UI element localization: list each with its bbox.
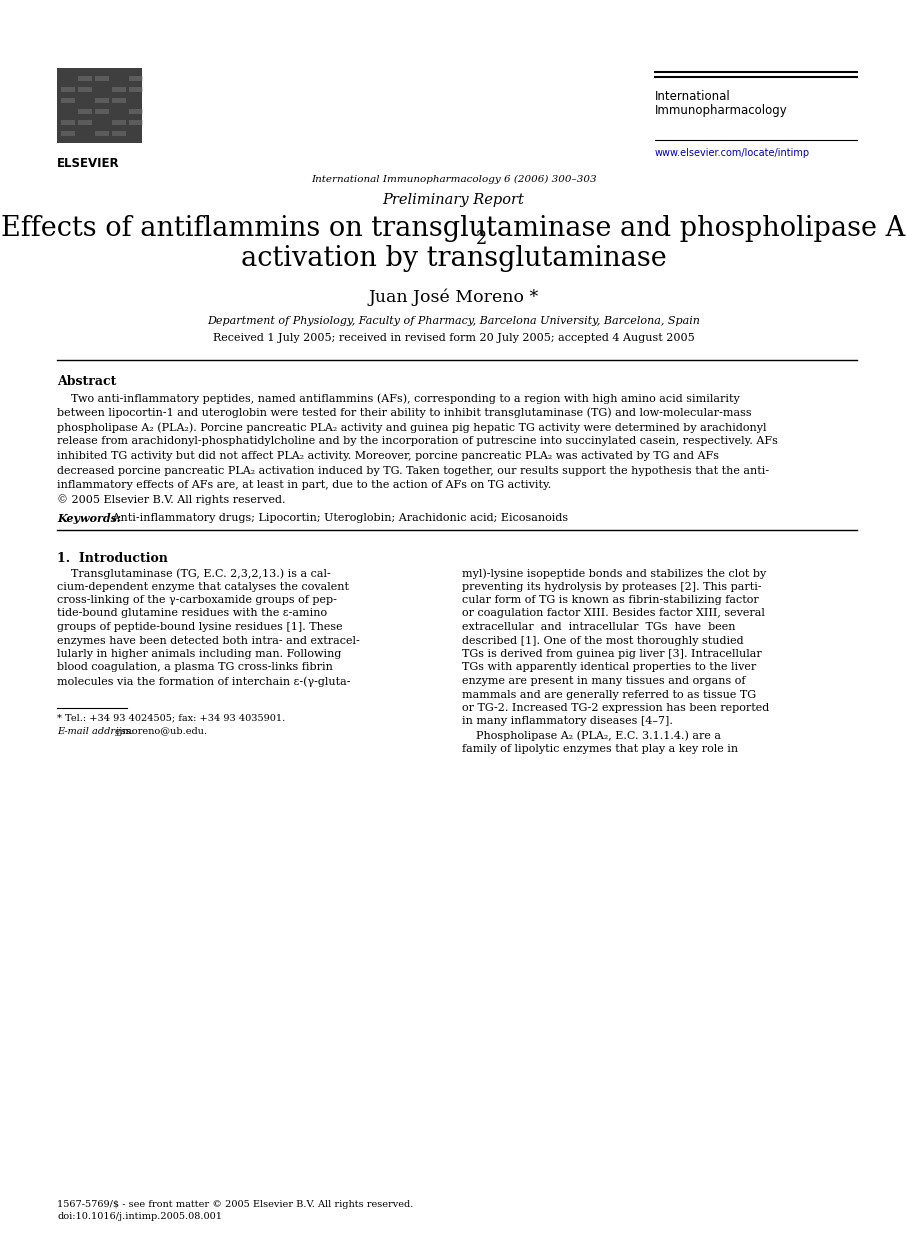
Text: mammals and are generally referred to as tissue TG: mammals and are generally referred to as…: [462, 690, 756, 699]
Text: Anti-inflammatory drugs; Lipocortin; Uteroglobin; Arachidonic acid; Eicosanoids: Anti-inflammatory drugs; Lipocortin; Ute…: [109, 513, 568, 522]
Text: between lipocortin-1 and uteroglobin were tested for their ability to inhibit tr: between lipocortin-1 and uteroglobin wer…: [57, 407, 752, 418]
Text: inhibited TG activity but did not affect PLA₂ activity. Moreover, porcine pancre: inhibited TG activity but did not affect…: [57, 451, 719, 461]
Text: phospholipase A₂ (PLA₂). Porcine pancreatic PLA₂ activity and guinea pig hepatic: phospholipase A₂ (PLA₂). Porcine pancrea…: [57, 422, 766, 432]
Text: jjmoreno@ub.edu.: jjmoreno@ub.edu.: [113, 727, 207, 735]
Bar: [130, 109, 143, 114]
Bar: [61, 120, 75, 125]
Text: Transglutaminase (TG, E.C. 2,3,2,13.) is a cal-: Transglutaminase (TG, E.C. 2,3,2,13.) is…: [57, 568, 331, 578]
Bar: [78, 87, 93, 92]
Text: TGs with apparently identical properties to the liver: TGs with apparently identical properties…: [462, 662, 756, 672]
Text: Two anti-inflammatory peptides, named antiflammins (AFs), corresponding to a reg: Two anti-inflammatory peptides, named an…: [57, 392, 740, 404]
Bar: [61, 130, 75, 135]
Text: Preliminary Report: Preliminary Report: [383, 193, 524, 207]
Bar: [112, 120, 126, 125]
Text: preventing its hydrolysis by proteases [2]. This parti-: preventing its hydrolysis by proteases […: [462, 582, 762, 592]
Bar: [95, 130, 109, 135]
Text: 1567-5769/$ - see front matter © 2005 Elsevier B.V. All rights reserved.: 1567-5769/$ - see front matter © 2005 El…: [57, 1200, 414, 1210]
Text: enzymes have been detected both intra- and extracel-: enzymes have been detected both intra- a…: [57, 635, 360, 645]
Text: extracellular  and  intracellular  TGs  have  been: extracellular and intracellular TGs have…: [462, 621, 736, 633]
Bar: [112, 98, 126, 103]
Text: Keywords:: Keywords:: [57, 513, 121, 524]
Bar: [61, 87, 75, 92]
Text: 1.  Introduction: 1. Introduction: [57, 552, 168, 565]
Text: cular form of TG is known as fibrin-stabilizing factor: cular form of TG is known as fibrin-stab…: [462, 595, 759, 605]
Text: enzyme are present in many tissues and organs of: enzyme are present in many tissues and o…: [462, 676, 746, 686]
Text: Abstract: Abstract: [57, 375, 116, 387]
Text: Phospholipase A₂ (PLA₂, E.C. 3.1.1.4.) are a: Phospholipase A₂ (PLA₂, E.C. 3.1.1.4.) a…: [462, 730, 721, 740]
Bar: [61, 98, 75, 103]
Bar: [78, 76, 93, 80]
Bar: [130, 87, 143, 92]
Bar: [95, 109, 109, 114]
Text: www.elsevier.com/locate/intimp: www.elsevier.com/locate/intimp: [655, 149, 810, 158]
Text: blood coagulation, a plasma TG cross-links fibrin: blood coagulation, a plasma TG cross-lin…: [57, 662, 333, 672]
Text: International Immunopharmacology 6 (2006) 300–303: International Immunopharmacology 6 (2006…: [311, 175, 596, 184]
Text: TGs is derived from guinea pig liver [3]. Intracellular: TGs is derived from guinea pig liver [3]…: [462, 649, 762, 659]
Bar: [57, 68, 142, 144]
Text: Effects of antiflammins on transglutaminase and phospholipase A: Effects of antiflammins on transglutamin…: [2, 215, 905, 241]
Bar: [112, 87, 126, 92]
Text: cium-dependent enzyme that catalyses the covalent: cium-dependent enzyme that catalyses the…: [57, 582, 349, 592]
Text: Department of Physiology, Faculty of Pharmacy, Barcelona University, Barcelona, : Department of Physiology, Faculty of Pha…: [207, 316, 700, 326]
Text: © 2005 Elsevier B.V. All rights reserved.: © 2005 Elsevier B.V. All rights reserved…: [57, 494, 286, 505]
Bar: [78, 109, 93, 114]
Bar: [95, 76, 109, 80]
Text: or coagulation factor XIII. Besides factor XIII, several: or coagulation factor XIII. Besides fact…: [462, 609, 765, 619]
Text: activation by transglutaminase: activation by transglutaminase: [240, 245, 667, 272]
Text: tide-bound glutamine residues with the ε-amino: tide-bound glutamine residues with the ε…: [57, 609, 327, 619]
Text: decreased porcine pancreatic PLA₂ activation induced by TG. Taken together, our : decreased porcine pancreatic PLA₂ activa…: [57, 465, 769, 475]
Text: or TG-2. Increased TG-2 expression has been reported: or TG-2. Increased TG-2 expression has b…: [462, 703, 769, 713]
Text: Immunopharmacology: Immunopharmacology: [655, 104, 788, 118]
Text: 2: 2: [476, 230, 487, 248]
Bar: [112, 130, 126, 135]
Text: doi:10.1016/j.intimp.2005.08.001: doi:10.1016/j.intimp.2005.08.001: [57, 1212, 222, 1221]
Text: cross-linking of the γ-carboxamide groups of pep-: cross-linking of the γ-carboxamide group…: [57, 595, 336, 605]
Text: in many inflammatory diseases [4–7].: in many inflammatory diseases [4–7].: [462, 717, 673, 727]
Text: International: International: [655, 90, 731, 103]
Bar: [78, 120, 93, 125]
Text: groups of peptide-bound lysine residues [1]. These: groups of peptide-bound lysine residues …: [57, 621, 343, 633]
Text: molecules via the formation of interchain ε-(γ-gluta-: molecules via the formation of interchai…: [57, 676, 350, 687]
Text: * Tel.: +34 93 4024505; fax: +34 93 4035901.: * Tel.: +34 93 4024505; fax: +34 93 4035…: [57, 713, 285, 723]
Text: ELSEVIER: ELSEVIER: [57, 157, 120, 170]
Bar: [130, 120, 143, 125]
Text: E-mail address:: E-mail address:: [57, 727, 134, 735]
Text: myl)-lysine isopeptide bonds and stabilizes the clot by: myl)-lysine isopeptide bonds and stabili…: [462, 568, 766, 578]
Text: described [1]. One of the most thoroughly studied: described [1]. One of the most thoroughl…: [462, 635, 744, 645]
Text: family of lipolytic enzymes that play a key role in: family of lipolytic enzymes that play a …: [462, 744, 738, 754]
Text: Received 1 July 2005; received in revised form 20 July 2005; accepted 4 August 2: Received 1 July 2005; received in revise…: [212, 333, 695, 343]
Text: inflammatory effects of AFs are, at least in part, due to the action of AFs on T: inflammatory effects of AFs are, at leas…: [57, 480, 551, 490]
Bar: [95, 98, 109, 103]
Text: Juan José Moreno *: Juan José Moreno *: [368, 288, 539, 306]
Text: lularly in higher animals including man. Following: lularly in higher animals including man.…: [57, 649, 341, 659]
Text: release from arachidonyl-phosphatidylcholine and by the incorporation of putresc: release from arachidonyl-phosphatidylcho…: [57, 437, 778, 447]
Bar: [130, 76, 143, 80]
